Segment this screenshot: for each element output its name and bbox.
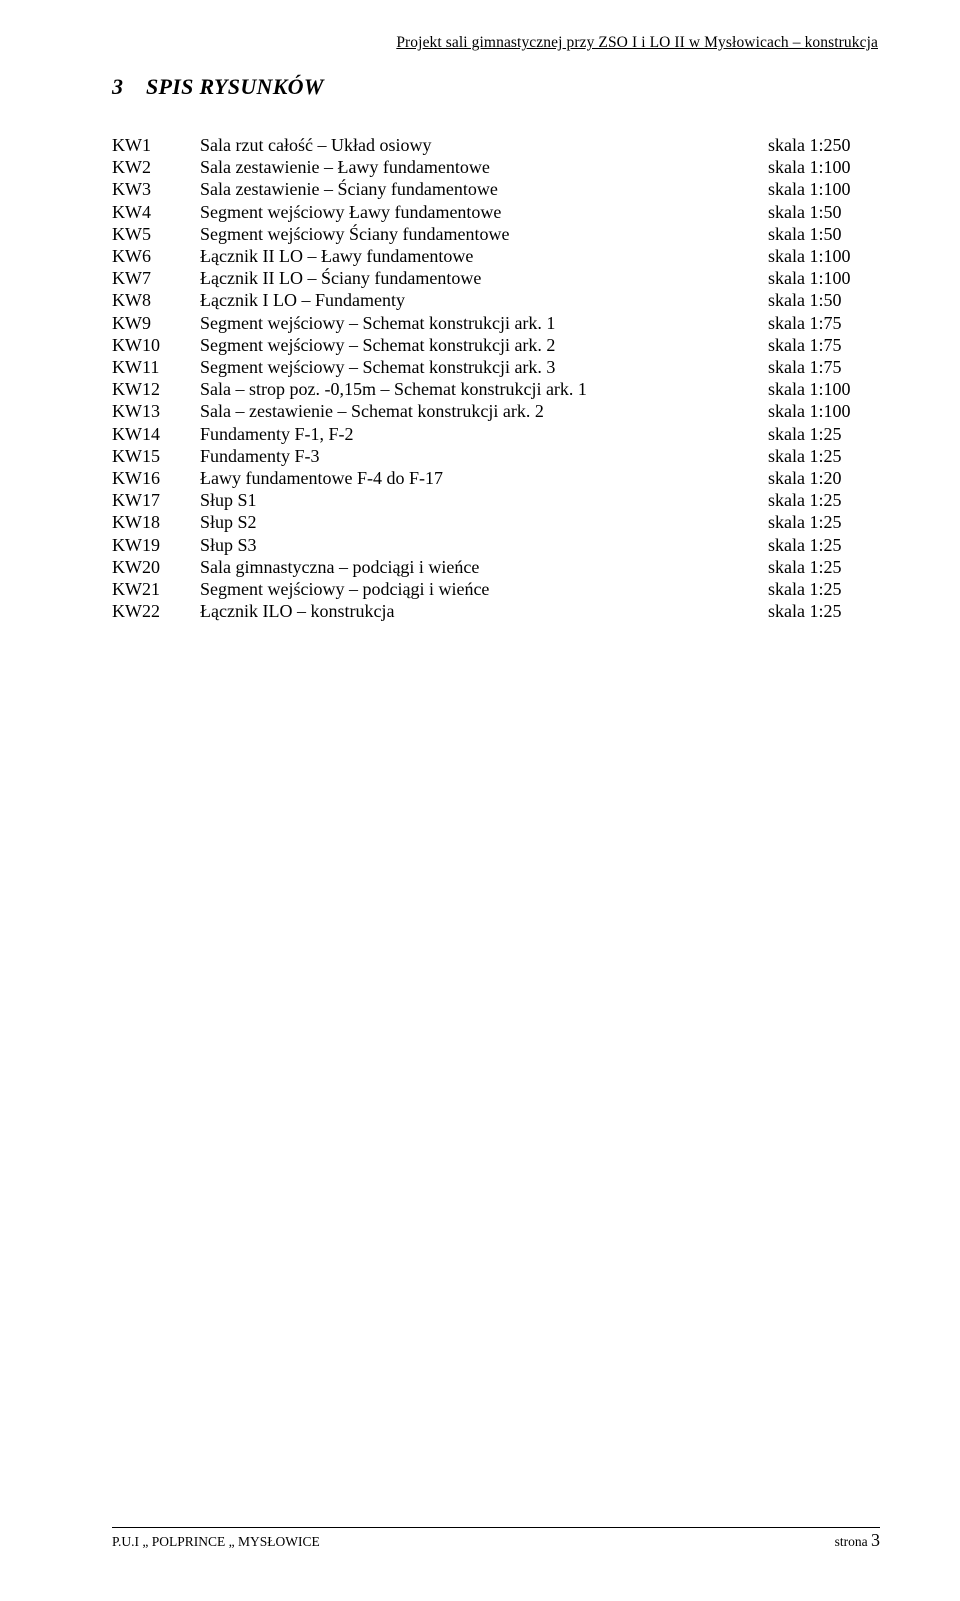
- drawing-scale: skala 1:100: [768, 178, 880, 200]
- drawing-code: KW6: [112, 245, 200, 267]
- drawing-scale: skala 1:25: [768, 423, 880, 445]
- drawing-description: Łącznik ILO – konstrukcja: [200, 600, 768, 622]
- drawing-code: KW12: [112, 378, 200, 400]
- drawing-code: KW17: [112, 489, 200, 511]
- list-item: KW9Segment wejściowy – Schemat konstrukc…: [112, 312, 880, 334]
- list-item: KW16Ławy fundamentowe F-4 do F-17skala 1…: [112, 467, 880, 489]
- drawing-description: Sala zestawienie – Ławy fundamentowe: [200, 156, 768, 178]
- drawing-scale: skala 1:75: [768, 356, 880, 378]
- drawing-code: KW4: [112, 201, 200, 223]
- drawing-scale: skala 1:25: [768, 534, 880, 556]
- drawing-code: KW8: [112, 289, 200, 311]
- drawing-code: KW7: [112, 267, 200, 289]
- list-item: KW6Łącznik II LO – Ławy fundamentoweskal…: [112, 245, 880, 267]
- drawing-code: KW21: [112, 578, 200, 600]
- footer-left: P.U.I „ POLPRINCE „ MYSŁOWICE: [112, 1534, 320, 1550]
- drawing-description: Sala zestawienie – Ściany fundamentowe: [200, 178, 768, 200]
- drawing-scale: skala 1:25: [768, 600, 880, 622]
- drawing-description: Segment wejściowy – Schemat konstrukcji …: [200, 334, 768, 356]
- list-item: KW21Segment wejściowy – podciągi i wieńc…: [112, 578, 880, 600]
- drawing-scale: skala 1:25: [768, 578, 880, 600]
- drawing-scale: skala 1:100: [768, 400, 880, 422]
- drawing-scale: skala 1:50: [768, 223, 880, 245]
- drawing-list: KW1Sala rzut całość – Układ osiowyskala …: [112, 134, 880, 622]
- drawing-scale: skala 1:100: [768, 156, 880, 178]
- drawing-code: KW18: [112, 511, 200, 533]
- drawing-scale: skala 1:20: [768, 467, 880, 489]
- footer-page: strona 3: [835, 1530, 880, 1551]
- section-heading: 3SPIS RYSUNKÓW: [112, 74, 880, 100]
- list-item: KW4Segment wejściowy Ławy fundamentowesk…: [112, 201, 880, 223]
- header-project-line: Projekt sali gimnastycznej przy ZSO I i …: [112, 34, 880, 52]
- list-item: KW12Sala – strop poz. -0,15m – Schemat k…: [112, 378, 880, 400]
- footer-page-number: 3: [871, 1530, 880, 1550]
- list-item: KW1Sala rzut całość – Układ osiowyskala …: [112, 134, 880, 156]
- drawing-code: KW3: [112, 178, 200, 200]
- drawing-scale: skala 1:25: [768, 445, 880, 467]
- drawing-code: KW2: [112, 156, 200, 178]
- drawing-code: KW16: [112, 467, 200, 489]
- drawing-code: KW22: [112, 600, 200, 622]
- list-item: KW19Słup S3skala 1:25: [112, 534, 880, 556]
- drawing-description: Łącznik II LO – Ławy fundamentowe: [200, 245, 768, 267]
- drawing-description: Segment wejściowy – Schemat konstrukcji …: [200, 312, 768, 334]
- drawing-description: Słup S2: [200, 511, 768, 533]
- drawing-scale: skala 1:50: [768, 201, 880, 223]
- drawing-scale: skala 1:25: [768, 556, 880, 578]
- drawing-code: KW20: [112, 556, 200, 578]
- drawing-description: Łącznik II LO – Ściany fundamentowe: [200, 267, 768, 289]
- drawing-scale: skala 1:25: [768, 511, 880, 533]
- drawing-scale: skala 1:50: [768, 289, 880, 311]
- drawing-scale: skala 1:75: [768, 334, 880, 356]
- drawing-scale: skala 1:250: [768, 134, 880, 156]
- drawing-code: KW1: [112, 134, 200, 156]
- list-item: KW2Sala zestawienie – Ławy fundamentowes…: [112, 156, 880, 178]
- drawing-code: KW19: [112, 534, 200, 556]
- drawing-code: KW11: [112, 356, 200, 378]
- drawing-description: Sala – strop poz. -0,15m – Schemat konst…: [200, 378, 768, 400]
- page-footer: P.U.I „ POLPRINCE „ MYSŁOWICE strona 3: [112, 1527, 880, 1551]
- list-item: KW5Segment wejściowy Ściany fundamentowe…: [112, 223, 880, 245]
- list-item: KW7Łącznik II LO – Ściany fundamentowesk…: [112, 267, 880, 289]
- drawing-description: Łącznik I LO – Fundamenty: [200, 289, 768, 311]
- list-item: KW22Łącznik ILO – konstrukcjaskala 1:25: [112, 600, 880, 622]
- drawing-code: KW10: [112, 334, 200, 356]
- drawing-description: Segment wejściowy – Schemat konstrukcji …: [200, 356, 768, 378]
- drawing-description: Słup S3: [200, 534, 768, 556]
- page: Projekt sali gimnastycznej przy ZSO I i …: [0, 0, 960, 1601]
- section-number: 3: [112, 74, 146, 100]
- drawing-description: Sala rzut całość – Układ osiowy: [200, 134, 768, 156]
- section-title-text: SPIS RYSUNKÓW: [146, 74, 324, 99]
- drawing-description: Segment wejściowy Ściany fundamentowe: [200, 223, 768, 245]
- drawing-description: Segment wejściowy Ławy fundamentowe: [200, 201, 768, 223]
- list-item: KW3Sala zestawienie – Ściany fundamentow…: [112, 178, 880, 200]
- list-item: KW18Słup S2skala 1:25: [112, 511, 880, 533]
- footer-page-label: strona: [835, 1534, 871, 1549]
- list-item: KW14Fundamenty F-1, F-2skala 1:25: [112, 423, 880, 445]
- drawing-description: Ławy fundamentowe F-4 do F-17: [200, 467, 768, 489]
- drawing-scale: skala 1:100: [768, 245, 880, 267]
- list-item: KW8Łącznik I LO – Fundamentyskala 1:50: [112, 289, 880, 311]
- drawing-description: Sala gimnastyczna – podciągi i wieńce: [200, 556, 768, 578]
- list-item: KW20Sala gimnastyczna – podciągi i wieńc…: [112, 556, 880, 578]
- drawing-code: KW9: [112, 312, 200, 334]
- drawing-scale: skala 1:25: [768, 489, 880, 511]
- list-item: KW13Sala – zestawienie – Schemat konstru…: [112, 400, 880, 422]
- list-item: KW11Segment wejściowy – Schemat konstruk…: [112, 356, 880, 378]
- list-item: KW17Słup S1skala 1:25: [112, 489, 880, 511]
- drawing-scale: skala 1:100: [768, 267, 880, 289]
- drawing-scale: skala 1:75: [768, 312, 880, 334]
- list-item: KW15Fundamenty F-3skala 1:25: [112, 445, 880, 467]
- list-item: KW10Segment wejściowy – Schemat konstruk…: [112, 334, 880, 356]
- drawing-description: Słup S1: [200, 489, 768, 511]
- drawing-description: Segment wejściowy – podciągi i wieńce: [200, 578, 768, 600]
- drawing-code: KW14: [112, 423, 200, 445]
- drawing-code: KW13: [112, 400, 200, 422]
- drawing-description: Fundamenty F-3: [200, 445, 768, 467]
- drawing-code: KW15: [112, 445, 200, 467]
- drawing-description: Fundamenty F-1, F-2: [200, 423, 768, 445]
- drawing-code: KW5: [112, 223, 200, 245]
- drawing-scale: skala 1:100: [768, 378, 880, 400]
- drawing-description: Sala – zestawienie – Schemat konstrukcji…: [200, 400, 768, 422]
